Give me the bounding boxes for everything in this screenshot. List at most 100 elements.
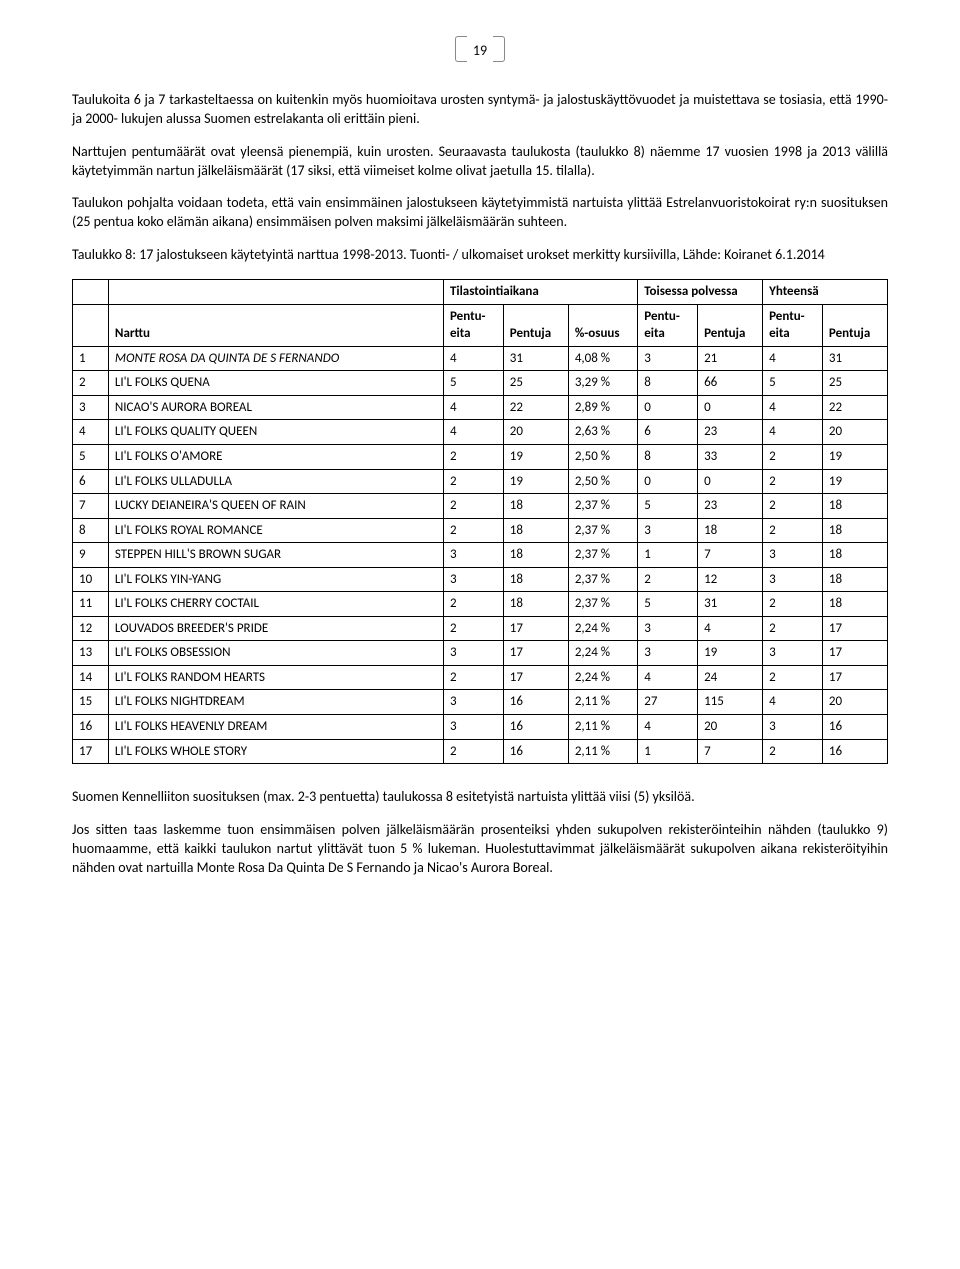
- narttu-name: LI'L FOLKS QUALITY QUEEN: [108, 420, 443, 445]
- narttu-name: LI'L FOLKS ULLADULLA: [108, 469, 443, 494]
- table-cell: 7: [698, 543, 763, 568]
- table-cell: 4: [763, 420, 823, 445]
- table-cell: 2,11 %: [568, 690, 637, 715]
- table-cell: 20: [822, 420, 887, 445]
- table-cell: 4: [638, 714, 698, 739]
- table-cell: 4: [763, 690, 823, 715]
- table-cell: 18: [503, 543, 568, 568]
- table-cell: 2,50 %: [568, 444, 637, 469]
- paragraph-6: Jos sitten taas laskemme tuon ensimmäise…: [72, 821, 888, 878]
- table-cell: 31: [822, 346, 887, 371]
- table-cell: 4: [763, 346, 823, 371]
- table-cell: 18: [503, 518, 568, 543]
- table-cell: 5: [638, 592, 698, 617]
- table-cell: 19: [822, 444, 887, 469]
- paragraph-1: Taulukoita 6 ja 7 tarkasteltaessa on kui…: [72, 91, 888, 129]
- narttu-name: LI'L FOLKS OBSESSION: [108, 641, 443, 666]
- group-tilastointiaikana: Tilastointiaikana: [443, 280, 637, 305]
- table-cell: 22: [822, 395, 887, 420]
- table-cell: 18: [503, 494, 568, 519]
- table-cell: 18: [822, 567, 887, 592]
- table-cell: 2: [763, 616, 823, 641]
- table-cell: 24: [698, 665, 763, 690]
- table-cell: 2: [443, 592, 503, 617]
- table-row: 8LI'L FOLKS ROYAL ROMANCE2182,37 %318218: [73, 518, 888, 543]
- table-cell: 17: [503, 641, 568, 666]
- table-cell: 2,24 %: [568, 665, 637, 690]
- table-cell: 13: [73, 641, 109, 666]
- table-cell: 2: [443, 444, 503, 469]
- table-cell: 16: [503, 714, 568, 739]
- table-cell: 0: [698, 395, 763, 420]
- table-cell: 5: [73, 444, 109, 469]
- table-cell: 15: [73, 690, 109, 715]
- narttu-name: LI'L FOLKS QUENA: [108, 371, 443, 396]
- table-row: 7LUCKY DEIANEIRA'S QUEEN OF RAIN2182,37 …: [73, 494, 888, 519]
- table-row: 17LI'L FOLKS WHOLE STORY2162,11 %17216: [73, 739, 888, 764]
- table-cell: 12: [73, 616, 109, 641]
- table-cell: 8: [73, 518, 109, 543]
- table-row: 11LI'L FOLKS CHERRY COCTAIL2182,37 %5312…: [73, 592, 888, 617]
- table-cell: 18: [822, 518, 887, 543]
- table-cell: 3: [638, 641, 698, 666]
- table-cell: 2,37 %: [568, 543, 637, 568]
- paragraph-5: Suomen Kennelliiton suosituksen (max. 2-…: [72, 788, 888, 807]
- table-cell: 33: [698, 444, 763, 469]
- table-cell: 2,11 %: [568, 739, 637, 764]
- table-cell: 3: [638, 616, 698, 641]
- table-cell: 16: [73, 714, 109, 739]
- table-cell: 4,08 %: [568, 346, 637, 371]
- table-cell: 5: [763, 371, 823, 396]
- table-row: 1MONTE ROSA DA QUINTA DE S FERNANDO4314,…: [73, 346, 888, 371]
- table-cell: 17: [503, 665, 568, 690]
- narttu-name: LI'L FOLKS NIGHTDREAM: [108, 690, 443, 715]
- nartut-table: Tilastointiaikana Toisessa polvessa Yhte…: [72, 279, 888, 764]
- table-cell: 2: [443, 665, 503, 690]
- table-cell: 18: [822, 543, 887, 568]
- table-cell: 2,37 %: [568, 518, 637, 543]
- table-cell: 31: [503, 346, 568, 371]
- narttu-name: LI'L FOLKS WHOLE STORY: [108, 739, 443, 764]
- page-number-decoration: 19: [72, 40, 888, 63]
- table-cell: 4: [698, 616, 763, 641]
- paragraph-2: Narttujen pentumäärät ovat yleensä piene…: [72, 143, 888, 181]
- table-cell: 3: [73, 395, 109, 420]
- table-cell: 18: [503, 567, 568, 592]
- table-cell: 2,24 %: [568, 641, 637, 666]
- table-row: 2LI'L FOLKS QUENA5253,29 %866525: [73, 371, 888, 396]
- table-cell: 19: [503, 444, 568, 469]
- table-cell: 20: [503, 420, 568, 445]
- table-cell: 3: [443, 690, 503, 715]
- table-cell: 3: [763, 543, 823, 568]
- table-cell: 66: [698, 371, 763, 396]
- table-cell: 16: [503, 690, 568, 715]
- table-cell: 3: [443, 641, 503, 666]
- table-cell: 6: [638, 420, 698, 445]
- table-row: 4LI'L FOLKS QUALITY QUEEN4202,63 %623420: [73, 420, 888, 445]
- table-row: 12LOUVADOS BREEDER'S PRIDE2172,24 %34217: [73, 616, 888, 641]
- table-cell: 17: [822, 665, 887, 690]
- table-cell: 3: [763, 641, 823, 666]
- table-row: 3NICAO'S AURORA BOREAL4222,89 %00422: [73, 395, 888, 420]
- table-cell: 1: [73, 346, 109, 371]
- table-cell: 3: [443, 714, 503, 739]
- table-cell: 2,24 %: [568, 616, 637, 641]
- table-cell: 3: [638, 346, 698, 371]
- table-cell: 3: [638, 518, 698, 543]
- col-pentuja-2: Pentuja: [698, 304, 763, 346]
- table-cell: 18: [822, 494, 887, 519]
- table-cell: 4: [443, 346, 503, 371]
- table-cell: 2,63 %: [568, 420, 637, 445]
- table-cell: 2: [763, 739, 823, 764]
- table-cell: 2: [443, 518, 503, 543]
- table-cell: 2: [763, 494, 823, 519]
- table-cell: 2: [443, 494, 503, 519]
- table-cell: 2: [443, 469, 503, 494]
- table-cell: 23: [698, 420, 763, 445]
- table-cell: 19: [698, 641, 763, 666]
- narttu-name: LI'L FOLKS HEAVENLY DREAM: [108, 714, 443, 739]
- narttu-name: LI'L FOLKS CHERRY COCTAIL: [108, 592, 443, 617]
- table-row: 6LI'L FOLKS ULLADULLA2192,50 %00219: [73, 469, 888, 494]
- table-cell: 16: [822, 739, 887, 764]
- table-cell: 5: [638, 494, 698, 519]
